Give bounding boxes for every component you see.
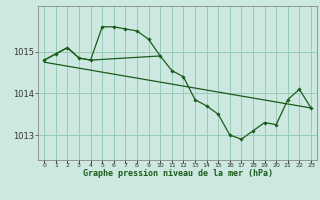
X-axis label: Graphe pression niveau de la mer (hPa): Graphe pression niveau de la mer (hPa) [83, 169, 273, 178]
